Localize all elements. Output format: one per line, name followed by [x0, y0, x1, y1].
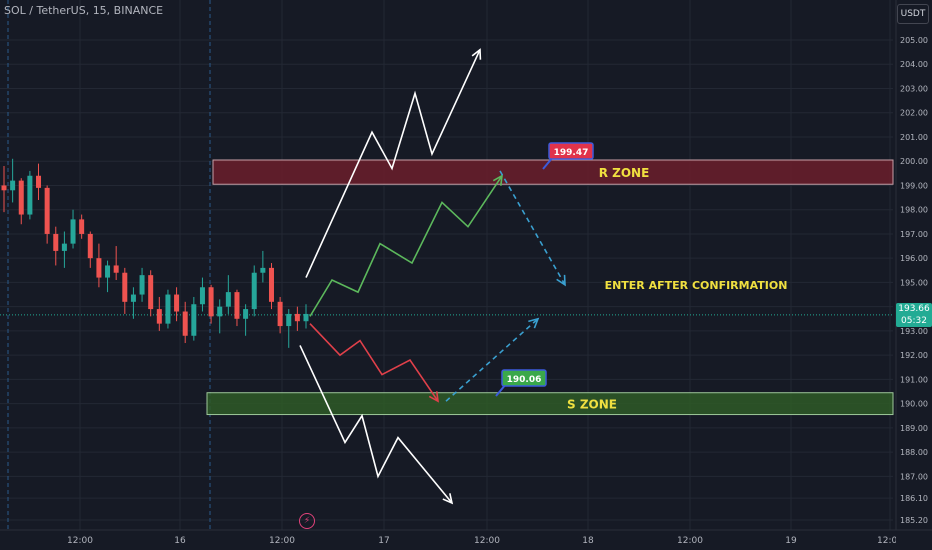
candle-body — [44, 187, 50, 234]
y-tick-label: 195.00 — [900, 278, 928, 287]
candle-body — [199, 287, 205, 305]
confirmation-annotation: ENTER AFTER CONFIRMATION — [605, 279, 788, 292]
projection-dashed-down — [499, 170, 566, 286]
x-tick-label: 12:00 — [877, 536, 903, 546]
candle-body — [87, 233, 93, 259]
price-callout-label: 199.47 — [554, 148, 589, 158]
y-tick-label: 201.00 — [900, 133, 928, 142]
candle-body — [182, 311, 188, 336]
r-zone — [212, 159, 894, 185]
x-tick-label: 16 — [174, 536, 186, 546]
projection-white-up-arrowhead — [471, 48, 482, 60]
projection-red-down-arrowhead — [428, 391, 439, 403]
candle-body — [191, 304, 197, 336]
projection-red-down — [309, 323, 439, 402]
y-tick-label: 186.10 — [900, 494, 928, 503]
candle-body — [18, 180, 24, 215]
symbol-title[interactable]: SOL / TetherUS, 15, BINANCE — [4, 4, 164, 17]
s-zone-label: S ZONE — [567, 398, 617, 412]
y-tick-label: 193.00 — [900, 327, 928, 336]
x-tick-label: 12:00 — [269, 536, 295, 546]
projection-white-down-arrowhead — [442, 493, 454, 505]
candle-body — [303, 313, 309, 322]
projection-green-up-arrowhead — [492, 174, 503, 186]
projection-white-up — [305, 49, 481, 278]
candle-body — [217, 306, 223, 317]
candle-body — [1, 185, 7, 191]
candle-body — [294, 313, 300, 322]
price-callout-box — [501, 369, 547, 387]
x-tick-label: 12:00 — [677, 536, 703, 546]
lightning-icon[interactable]: ⚡ — [299, 513, 315, 529]
candle-body — [27, 175, 33, 215]
candle-body — [174, 294, 180, 312]
y-tick-label: 199.00 — [900, 181, 928, 190]
y-tick-label: 204.00 — [900, 60, 928, 69]
candle-body — [36, 175, 42, 188]
candle-body — [105, 265, 111, 278]
candle-body — [277, 301, 283, 327]
candle-body — [243, 309, 249, 319]
candle-body — [208, 287, 214, 317]
candle-body — [53, 233, 59, 251]
y-tick-label: 192.00 — [900, 351, 928, 360]
x-tick-label: 12:00 — [67, 536, 93, 546]
current-price-value: 193.66 — [898, 304, 930, 314]
y-tick-label: 197.00 — [900, 230, 928, 239]
candle-body — [113, 265, 119, 273]
candle-body — [122, 272, 128, 302]
y-tick-label: 196.00 — [900, 254, 928, 263]
projection-green-up — [309, 175, 503, 317]
candle-body — [156, 309, 162, 324]
projection-dashed-up-arrowhead — [528, 317, 540, 329]
candle-body — [70, 219, 76, 244]
projection-dashed-up — [445, 318, 539, 402]
candle-body — [251, 272, 257, 310]
x-tick-label: 19 — [785, 536, 797, 546]
candle-body — [61, 243, 67, 251]
r-zone-label: R ZONE — [599, 166, 650, 180]
currency-button[interactable]: USDT — [897, 4, 929, 24]
projection-dashed-down-arrowhead — [556, 274, 566, 287]
candle-body — [260, 267, 266, 273]
candle-body — [234, 292, 240, 319]
y-tick-label: 188.00 — [900, 448, 928, 457]
candle-body — [165, 294, 171, 324]
candle-body — [139, 275, 145, 295]
candle-body — [130, 294, 136, 302]
price-axis — [896, 0, 932, 550]
candle-body — [268, 267, 274, 302]
candle-body — [96, 258, 102, 278]
y-tick-label: 191.00 — [900, 375, 928, 384]
y-tick-label: 205.00 — [900, 36, 928, 45]
y-tick-label: 189.00 — [900, 424, 928, 433]
y-tick-label: 190.00 — [900, 400, 928, 409]
candle-body — [10, 180, 16, 191]
y-tick-label: 200.00 — [900, 157, 928, 166]
y-tick-label: 198.00 — [900, 206, 928, 215]
price-callout-box — [548, 142, 594, 160]
x-tick-label: 18 — [582, 536, 594, 546]
y-tick-label: 202.00 — [900, 109, 928, 118]
s-zone — [206, 392, 894, 416]
projection-white-down — [299, 345, 453, 504]
price-callout-label: 190.06 — [507, 375, 542, 385]
y-tick-label: 185.20 — [900, 516, 928, 525]
current-price-tag: 193.66 05:32 — [896, 303, 932, 327]
candle-body — [286, 313, 292, 327]
y-tick-label: 187.00 — [900, 472, 928, 481]
candle-body — [79, 219, 85, 234]
candle-body — [148, 275, 154, 310]
countdown-value: 05:32 — [901, 316, 927, 326]
y-tick-label: 203.00 — [900, 84, 928, 93]
x-tick-label: 17 — [378, 536, 389, 546]
candle-body — [225, 292, 231, 307]
x-tick-label: 12:00 — [474, 536, 500, 546]
